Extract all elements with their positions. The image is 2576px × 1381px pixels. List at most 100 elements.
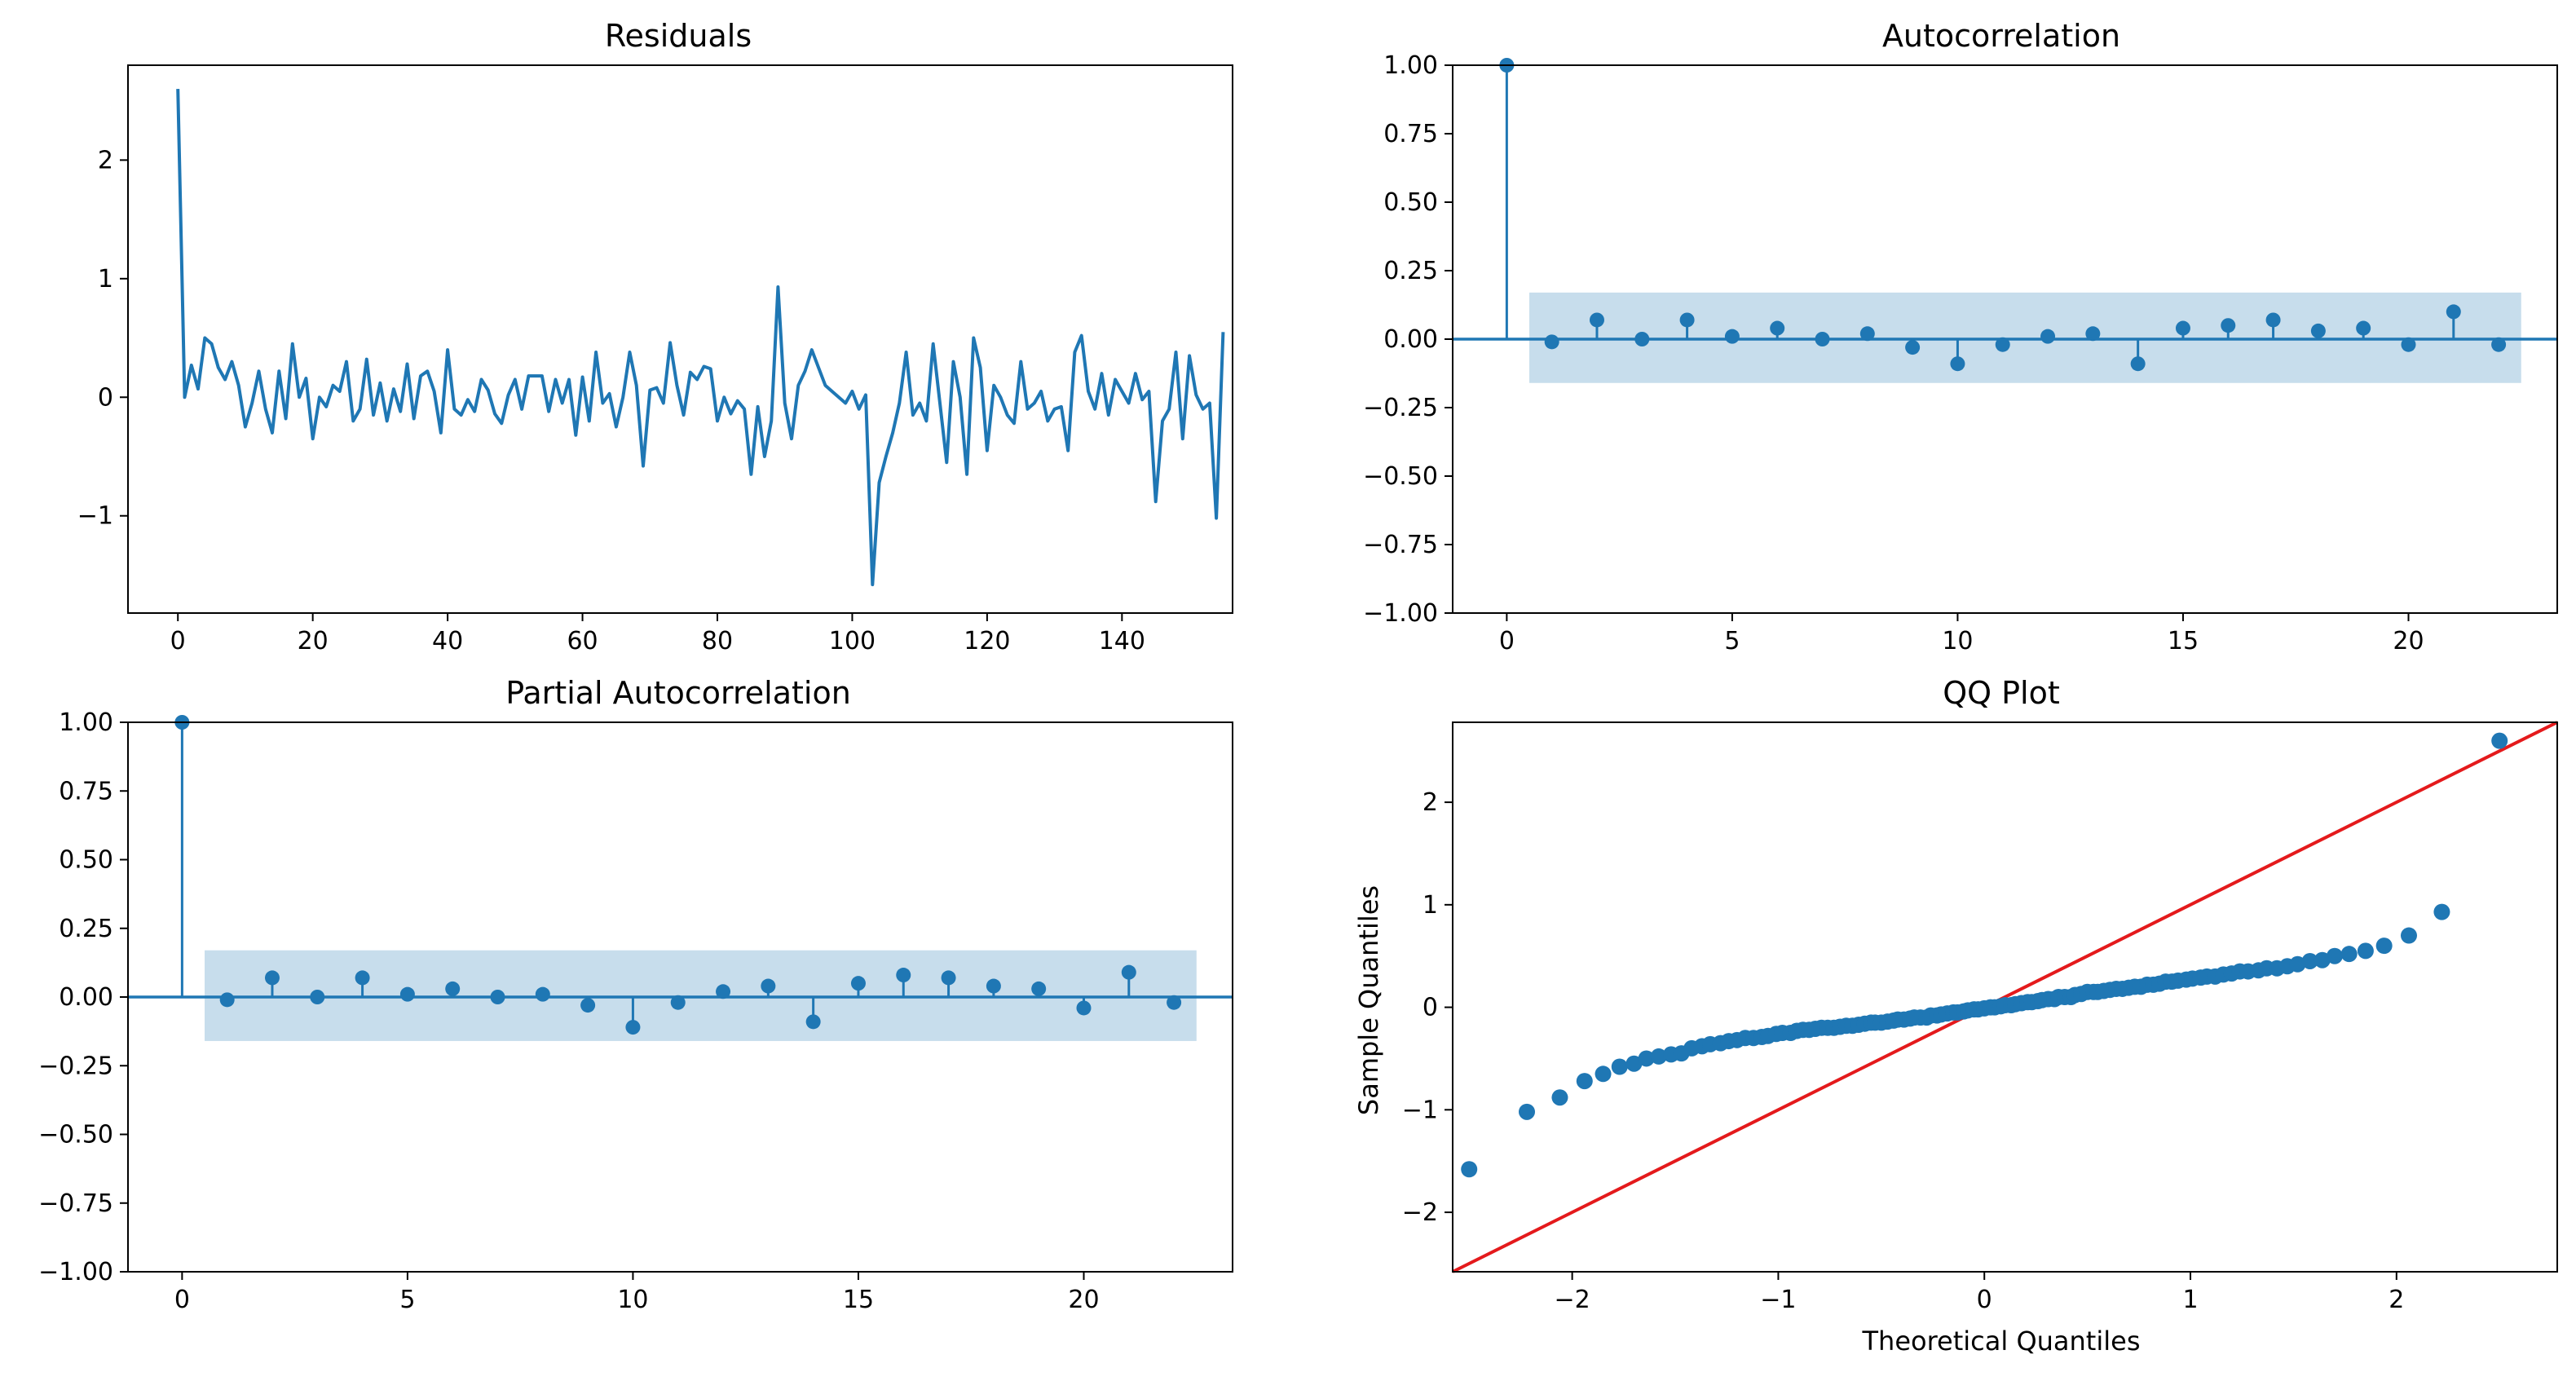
p1-stem-marker	[1770, 320, 1785, 336]
qq-point	[2289, 955, 2306, 973]
qq-point	[1650, 1048, 1667, 1065]
p2-stem-marker	[219, 992, 235, 1008]
p1-stem-marker	[1859, 326, 1875, 342]
p3-xtick-label: 1	[2182, 1286, 2198, 1314]
p1-stem-marker	[1679, 312, 1695, 328]
p0-ytick-label: −1	[77, 502, 113, 531]
p3-ytick-label: −2	[1402, 1198, 1438, 1227]
qq-point	[1551, 1089, 1568, 1106]
p2-stem-marker	[1121, 964, 1136, 980]
p0-ytick-label: 0	[98, 383, 113, 412]
p1-xtick-label: 5	[1724, 627, 1740, 655]
p0-xtick-label: 100	[829, 627, 876, 655]
p1-stem-marker	[1815, 332, 1830, 346]
p3-ytick-label: 0	[1423, 994, 1438, 1022]
p2-ytick-label: 0.75	[59, 777, 113, 805]
p1-xtick-label: 10	[1942, 627, 1973, 655]
p1-ytick-label: −0.75	[1363, 531, 1438, 559]
residuals-series-line	[176, 89, 1225, 587]
p1-stem-marker	[2040, 329, 2056, 344]
p1-stem-marker	[2446, 304, 2461, 320]
p1-ytick-label: 0.25	[1383, 257, 1438, 285]
qq-plot-panel: QQ Plot Theoretical Quantiles Sample Qua…	[1353, 675, 2558, 1357]
qq-point	[1625, 1055, 1643, 1072]
qq-plot-title: QQ Plot	[1943, 675, 2060, 711]
p0-xtick-label: 120	[964, 627, 1010, 655]
qq-point	[1519, 1103, 1536, 1120]
qq-point	[2340, 946, 2358, 963]
p2-stem-marker	[625, 1020, 641, 1035]
p2-ytick-label: −0.25	[38, 1052, 113, 1080]
p2-ytick-label: −0.75	[38, 1189, 113, 1218]
p0-xtick-label: 40	[432, 627, 463, 655]
p1-stem-marker	[2130, 356, 2146, 372]
p2-xtick-label: 5	[399, 1286, 415, 1314]
p2-ytick-label: 0.50	[59, 846, 113, 875]
autocorrelation-plot-frame	[1452, 64, 2558, 614]
qq-point	[1611, 1058, 1628, 1075]
residuals-title: Residuals	[605, 18, 752, 54]
p1-ytick-label: −0.50	[1363, 462, 1438, 491]
p2-stem-marker	[1167, 995, 1182, 1010]
p1-stem-marker	[2491, 337, 2507, 352]
p2-stem-marker	[355, 970, 370, 986]
p1-stem-marker	[2221, 318, 2236, 333]
p0-ytick-label: 1	[98, 265, 113, 293]
p0-ytick-label: 2	[98, 146, 113, 174]
p1-ytick-label: 0.75	[1383, 120, 1438, 148]
qq-point	[2491, 732, 2508, 749]
p2-stem-marker	[264, 970, 280, 986]
autocorrelation-panel: Autocorrelation 0 5 10 15 20 −1.00 −0.75 −0.50 −…	[1363, 18, 2558, 655]
p1-stem-marker	[2085, 326, 2101, 342]
p2-xtick-label: 10	[617, 1286, 648, 1314]
qq-plot-frame	[1452, 721, 2558, 1273]
p3-ytick-label: −1	[1402, 1096, 1438, 1124]
p1-ytick-label: 1.00	[1383, 51, 1438, 80]
p1-stem-marker	[1544, 334, 1559, 350]
qq-point	[2433, 903, 2450, 920]
p0-xtick-label: 140	[1099, 627, 1145, 655]
p2-stem-marker	[1031, 981, 1047, 996]
p2-stem-marker	[670, 995, 686, 1010]
p1-xtick-label: 20	[2393, 627, 2424, 655]
p1-stem-marker	[2175, 320, 2190, 336]
p2-xtick-label: 15	[843, 1286, 874, 1314]
p2-stem-marker	[490, 990, 505, 1004]
p2-ytick-label: 1.00	[59, 708, 113, 737]
p0-xtick-label: 60	[567, 627, 598, 655]
partial-autocorrelation-title: Partial Autocorrelation	[505, 675, 851, 711]
p2-stem-marker	[716, 984, 731, 999]
p0-xtick-label: 0	[170, 627, 186, 655]
p1-stem-marker	[1905, 340, 1921, 355]
p2-stem-marker	[941, 970, 956, 986]
p2-stem-marker	[445, 981, 461, 996]
p0-xtick-label: 80	[702, 627, 733, 655]
p2-stem-marker	[535, 986, 550, 1002]
p1-stem-marker	[1724, 329, 1740, 344]
qq-point	[2301, 952, 2318, 969]
p1-xtick-label: 15	[2168, 627, 2199, 655]
p2-ytick-label: −0.50	[38, 1121, 113, 1149]
p1-stem-marker	[1589, 312, 1604, 328]
p1-ytick-label: 0.00	[1383, 325, 1438, 354]
p2-stem-marker	[850, 976, 866, 991]
qq-point	[2314, 951, 2331, 968]
p2-stem-marker	[580, 998, 596, 1013]
partial-autocorrelation-panel: Partial Autocorrelation 0 5 10 15 20 −1.00 −0.…	[38, 675, 1233, 1314]
qq-point	[1461, 1161, 1478, 1178]
p1-stem-marker	[2310, 323, 2326, 338]
p3-xtick-label: −2	[1555, 1286, 1590, 1314]
residuals-panel: Residuals 0 20 40 60 80 100 120 140 −1 0 1 2	[77, 18, 1233, 655]
autocorrelation-title: Autocorrelation	[1882, 18, 2120, 54]
p2-stem-marker	[896, 968, 911, 983]
p2-stem-marker	[986, 978, 1001, 994]
p3-xtick-label: 0	[1977, 1286, 1992, 1314]
qq-point	[2400, 927, 2417, 944]
p1-stem-marker	[2265, 312, 2281, 328]
residuals-plot-frame	[127, 64, 1233, 614]
p3-xtick-label: −1	[1760, 1286, 1796, 1314]
qq-point	[1576, 1073, 1593, 1090]
p1-ytick-label: −0.25	[1363, 394, 1438, 422]
p2-stem-marker	[761, 978, 776, 994]
